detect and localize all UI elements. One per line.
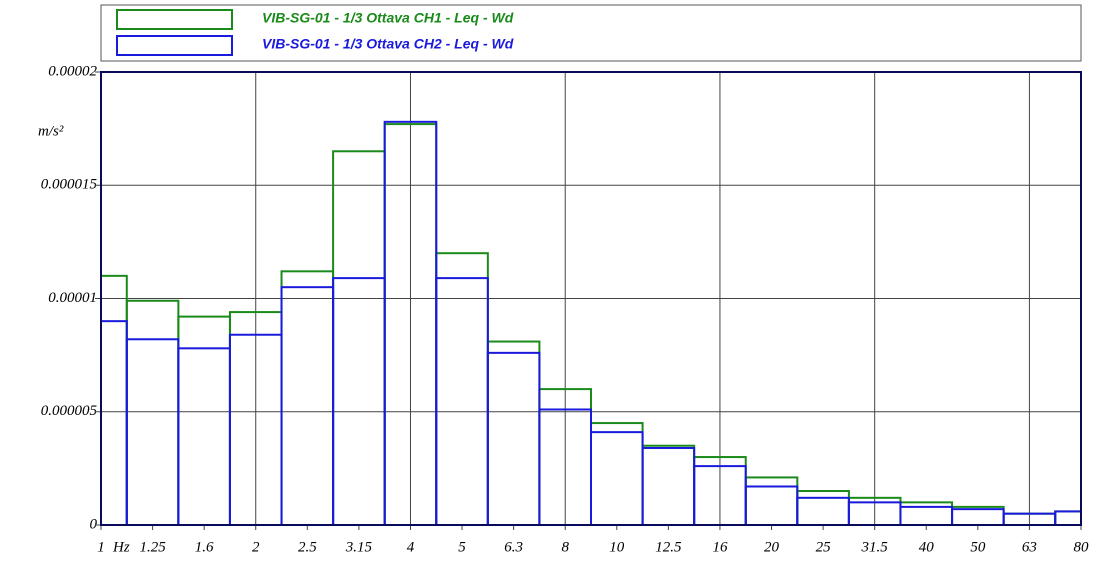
bar	[435, 252, 489, 526]
y-tick-label: 0.000015	[41, 177, 98, 193]
y-tick-label: 0.000005	[41, 403, 98, 419]
x-tick-label: 8	[561, 539, 569, 555]
bar	[796, 490, 850, 526]
legend-label: VIB-SG-01 - 1/3 Ottava CH1 - Leq - Wd	[262, 10, 514, 26]
bar	[100, 274, 128, 526]
legend-swatch	[116, 35, 233, 56]
bar	[744, 485, 799, 526]
x-tick-label: 16	[712, 539, 728, 555]
y-tick-label: 0.00002	[48, 63, 97, 79]
bar	[435, 277, 489, 526]
x-tick-label: 80	[1074, 539, 1090, 555]
bar	[1054, 510, 1083, 527]
x-tick-label: 1.25	[139, 539, 166, 555]
bar	[280, 286, 335, 526]
x-tick-label: 2	[252, 539, 260, 555]
x-tick-label: 1	[97, 539, 105, 555]
bar	[125, 338, 180, 526]
legend-label: VIB-SG-01 - 1/3 Ottava CH2 - Leq - Wd	[262, 36, 514, 52]
x-tick-label: 2.5	[298, 539, 317, 555]
bar	[332, 150, 386, 526]
x-tick-label: 20	[764, 539, 780, 555]
x-tick-label: 5	[458, 539, 466, 555]
x-tick-label: 6.3	[504, 539, 523, 555]
bar	[486, 340, 541, 526]
x-tick-label: 10	[609, 539, 625, 555]
x-tick-label: 3.15	[345, 539, 373, 555]
y-tick-label: 0.00001	[48, 290, 97, 306]
bar	[1054, 510, 1083, 527]
x-tick-label: 63	[1022, 539, 1037, 555]
bar	[899, 501, 954, 527]
bar	[100, 320, 128, 526]
bar	[951, 508, 1005, 526]
x-tick-label: 31.5	[861, 539, 889, 555]
bar	[744, 476, 799, 526]
bar	[899, 505, 954, 527]
bar	[486, 351, 541, 526]
bar	[641, 446, 696, 526]
x-tick-label: 50	[970, 539, 986, 555]
plot-border	[100, 71, 1082, 526]
y-tick-label: 0	[90, 516, 98, 532]
bar	[125, 299, 180, 527]
bar	[796, 496, 850, 527]
bar	[590, 431, 644, 527]
bar	[280, 270, 335, 526]
bar	[590, 422, 644, 527]
x-unit: Hz	[112, 539, 130, 555]
x-tick-label: 25	[816, 539, 832, 555]
x-tick-label: 40	[919, 539, 935, 555]
bar	[177, 347, 231, 526]
x-tick-label: 4	[407, 539, 415, 555]
x-tick-label: 12.5	[655, 539, 682, 555]
y-unit: m/s²	[38, 123, 64, 139]
bar	[641, 444, 696, 527]
legend-box	[100, 4, 1082, 62]
bar	[332, 277, 386, 526]
x-tick-label: 1.6	[195, 539, 214, 555]
legend-swatch	[116, 9, 233, 30]
